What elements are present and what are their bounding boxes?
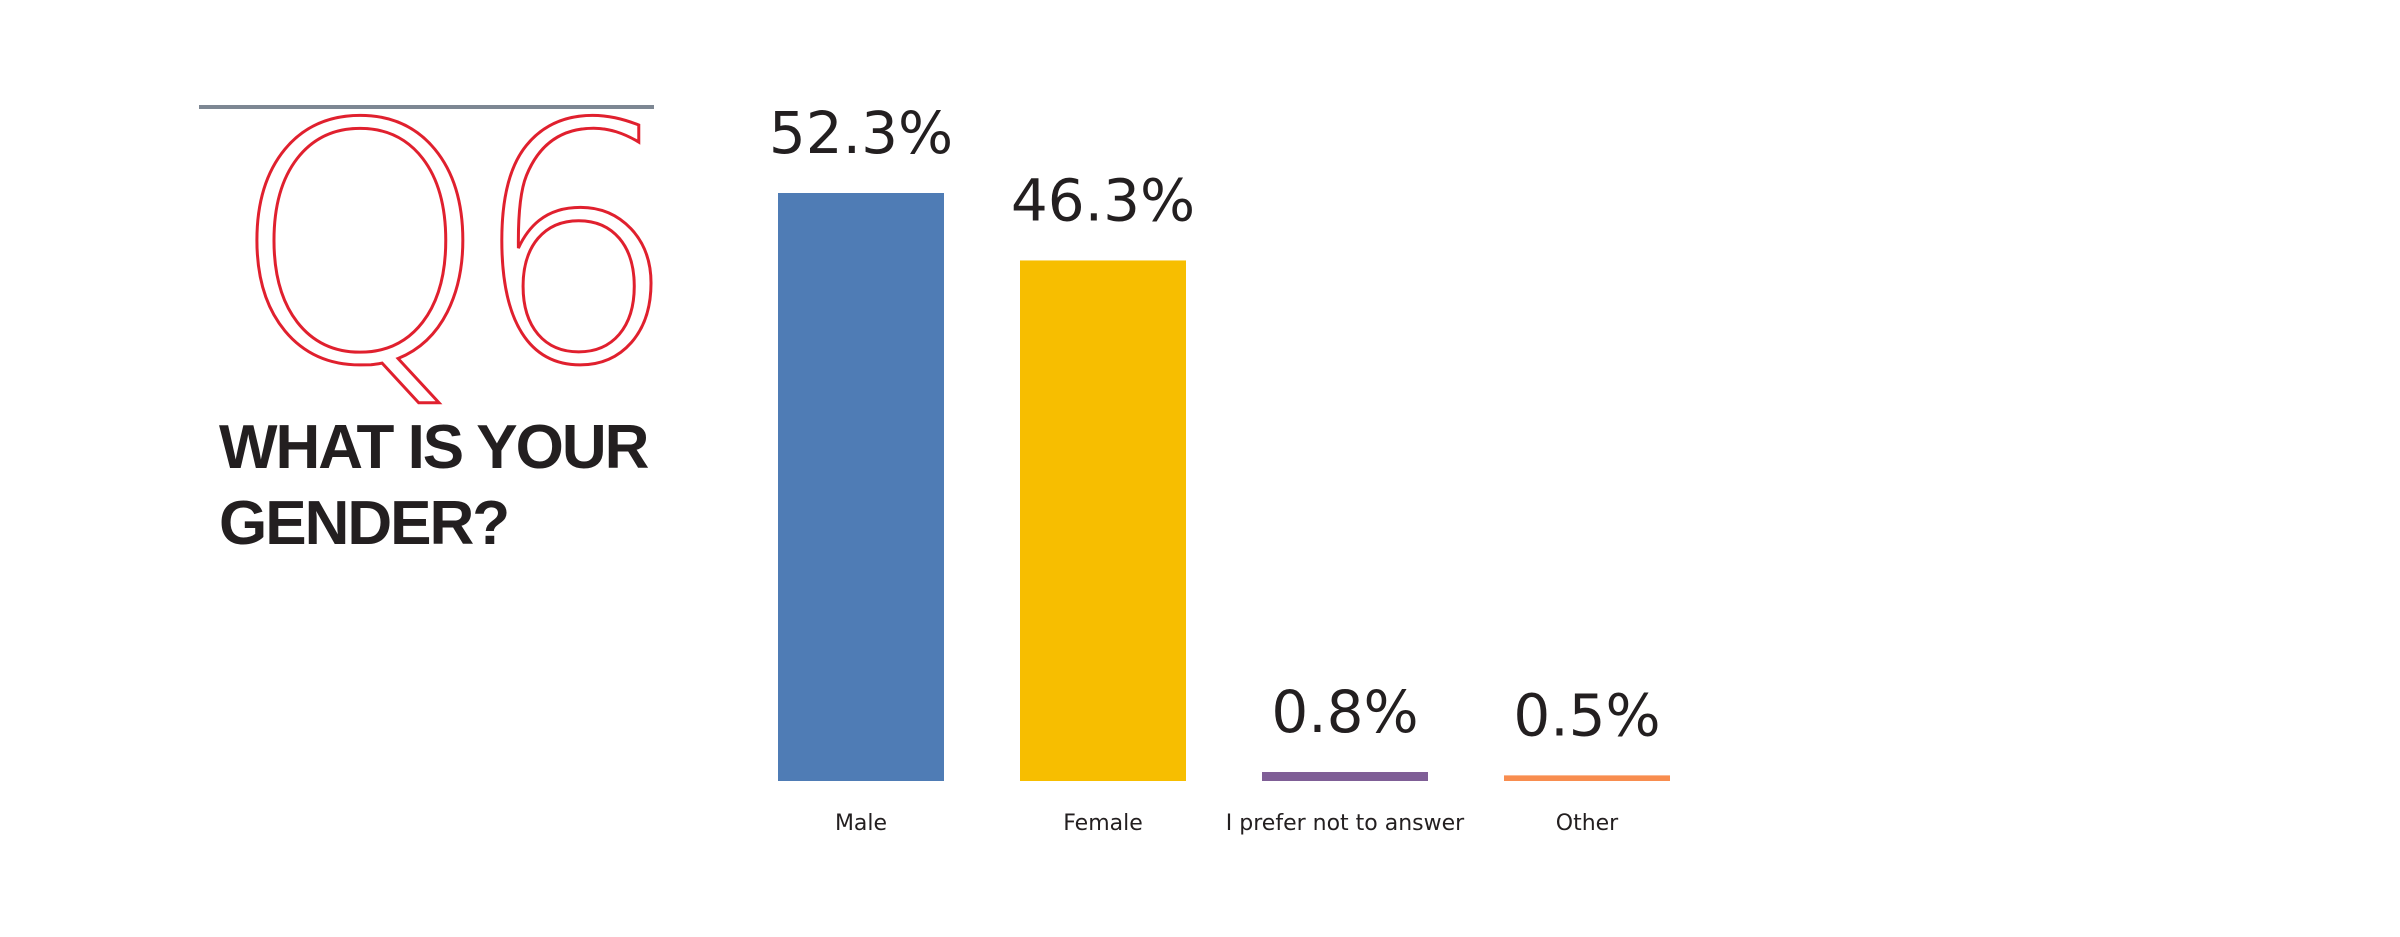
- value-label: 46.3%: [1011, 167, 1195, 235]
- x-tick-label: Female: [1063, 811, 1143, 836]
- bar: [1504, 775, 1670, 781]
- x-tick-label: Other: [1556, 811, 1619, 836]
- x-tick-label: I prefer not to answer: [1226, 811, 1465, 836]
- bar: [1262, 772, 1428, 781]
- value-label: 0.8%: [1271, 678, 1418, 746]
- value-label: 52.3%: [769, 99, 953, 167]
- bar: [1020, 260, 1186, 781]
- chart-title: WHAT IS YOUR GENDER?: [219, 413, 649, 558]
- x-tick-label: Male: [835, 811, 887, 836]
- bar: [778, 193, 944, 781]
- value-label: 0.5%: [1513, 681, 1660, 749]
- question-number: Q6: [230, 54, 660, 438]
